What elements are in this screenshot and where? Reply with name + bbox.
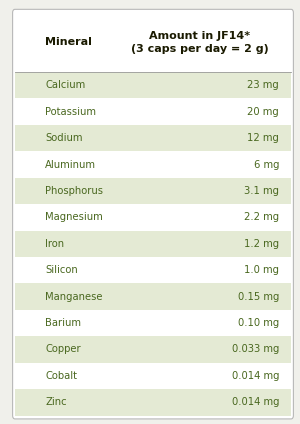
FancyBboxPatch shape [13,9,293,419]
Text: 20 mg: 20 mg [247,107,279,117]
Text: Calcium: Calcium [45,80,85,90]
Text: Potassium: Potassium [45,107,96,117]
Text: 12 mg: 12 mg [247,133,279,143]
Text: 3.1 mg: 3.1 mg [244,186,279,196]
Text: Copper: Copper [45,344,81,354]
Text: Sodium: Sodium [45,133,82,143]
Bar [15,72,291,98]
Text: Phosphorus: Phosphorus [45,186,103,196]
Text: 6 mg: 6 mg [254,159,279,170]
Text: Amount in JF14*
(3 caps per day = 2 g): Amount in JF14* (3 caps per day = 2 g) [131,31,269,53]
Bar [15,257,291,283]
Text: Barium: Barium [45,318,81,328]
Text: Silicon: Silicon [45,265,78,275]
Bar [15,125,291,151]
Bar [15,336,291,363]
Bar [15,231,291,257]
Bar [15,389,291,416]
Text: 1.2 mg: 1.2 mg [244,239,279,249]
Text: Aluminum: Aluminum [45,159,96,170]
Text: Zinc: Zinc [45,397,67,407]
Text: Mineral: Mineral [45,37,92,47]
Text: 0.10 mg: 0.10 mg [238,318,279,328]
Text: Cobalt: Cobalt [45,371,77,381]
Text: 0.033 mg: 0.033 mg [232,344,279,354]
Bar [15,310,291,336]
Text: 0.15 mg: 0.15 mg [238,292,279,301]
Text: 0.014 mg: 0.014 mg [232,371,279,381]
Text: Manganese: Manganese [45,292,103,301]
Bar [15,98,291,125]
Text: 0.014 mg: 0.014 mg [232,397,279,407]
Text: Magnesium: Magnesium [45,212,103,222]
Bar [15,204,291,231]
Text: Iron: Iron [45,239,64,249]
Text: 2.2 mg: 2.2 mg [244,212,279,222]
Bar [15,151,291,178]
Text: 23 mg: 23 mg [247,80,279,90]
Bar [15,178,291,204]
Bar [15,363,291,389]
Text: 1.0 mg: 1.0 mg [244,265,279,275]
Bar [15,283,291,310]
